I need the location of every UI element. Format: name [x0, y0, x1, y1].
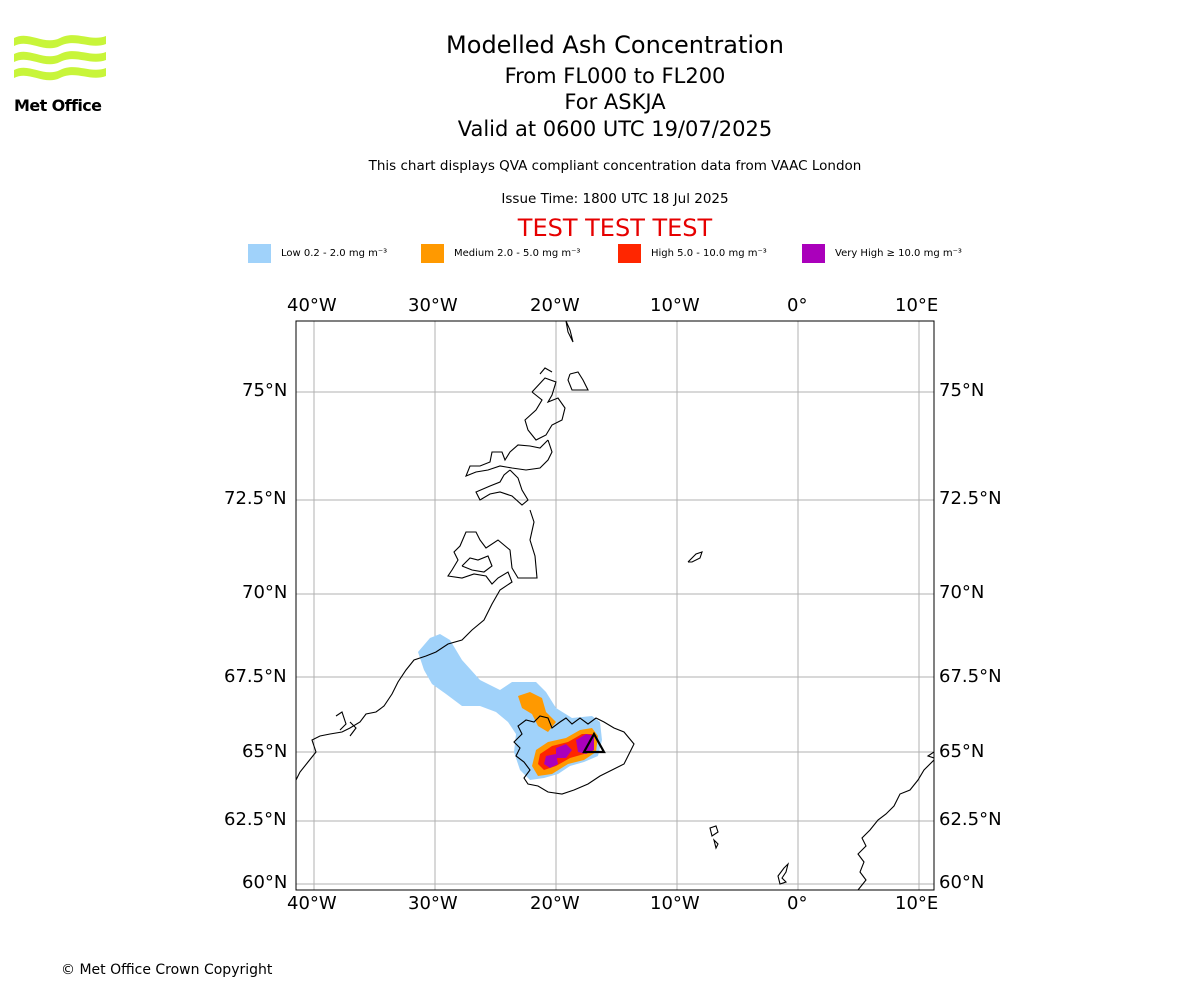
volcano-marker-triangle-icon [582, 731, 606, 754]
lat-label-right-70n: 70°N [939, 582, 985, 603]
lon-label-bottom-30w: 30°W [408, 893, 458, 914]
lat-label-left-70n: 70°N [242, 582, 288, 603]
legend-high-label: High 5.0 - 10.0 mg m⁻³ [651, 248, 767, 259]
legend-medium-swatch [421, 244, 444, 263]
lat-label-left-75n: 75°N [242, 380, 288, 401]
lon-label-bottom-40w: 40°W [287, 893, 337, 914]
lat-label-left-62-5n: 62.5°N [224, 809, 287, 830]
issue-time: Issue Time: 1800 UTC 18 Jul 2025 [501, 191, 729, 207]
lon-label-top-0: 0° [787, 295, 808, 316]
lon-label-top-30w: 30°W [408, 295, 458, 316]
legend-medium-label: Medium 2.0 - 5.0 mg m⁻³ [454, 248, 581, 259]
legend-very-high-label: Very High ≥ 10.0 mg m⁻³ [835, 248, 962, 259]
lat-label-right-67-5n: 67.5°N [939, 666, 1002, 687]
legend-low-label: Low 0.2 - 2.0 mg m⁻³ [281, 248, 388, 259]
met-office-wave-logo-icon [14, 35, 106, 81]
lat-label-right-65n: 65°N [939, 741, 985, 762]
shetland [777, 862, 790, 885]
greenland-east-coast [296, 321, 574, 781]
map-gridlines [296, 321, 934, 890]
legend-medium: Medium 2.0 - 5.0 mg m⁻³ [421, 244, 580, 263]
map-frame [295, 320, 935, 891]
met-office-logo: Met Office [14, 30, 109, 115]
faroe-islands [709, 825, 719, 850]
coastlines [296, 321, 934, 890]
ash-very-high-area [576, 734, 594, 754]
ash-very-high-area-2 [556, 744, 572, 758]
lon-label-top-20w: 20°W [530, 295, 580, 316]
jan-mayen [687, 551, 703, 563]
volcano-name: For ASKJA [564, 90, 666, 114]
lon-label-bottom-0: 0° [787, 893, 808, 914]
lon-label-bottom-10w: 10°W [650, 893, 700, 914]
legend-low: Low 0.2 - 2.0 mg m⁻³ [248, 244, 387, 263]
qva-note: This chart displays QVA compliant concen… [368, 158, 862, 174]
chart-title: Modelled Ash Concentration [446, 31, 784, 59]
test-banner: TEST TEST TEST [517, 214, 713, 242]
copyright-notice: © Met Office Crown Copyright [61, 962, 273, 978]
lat-label-right-60n: 60°N [939, 872, 985, 893]
iceland [513, 715, 635, 795]
legend-high: High 5.0 - 10.0 mg m⁻³ [618, 244, 767, 263]
legend-very-high: Very High ≥ 10.0 mg m⁻³ [802, 244, 962, 263]
lon-label-bottom-20w: 20°W [530, 893, 580, 914]
lat-label-right-62-5n: 62.5°N [939, 809, 1002, 830]
lat-label-right-75n: 75°N [939, 380, 985, 401]
ash-medium-area [518, 692, 556, 732]
legend-very-high-swatch [802, 244, 825, 263]
lat-label-left-65n: 65°N [242, 741, 288, 762]
lat-label-left-60n: 60°N [242, 872, 288, 893]
ash-very-high-area-3 [544, 754, 558, 768]
norway-coast [857, 751, 934, 890]
lon-label-bottom-10e: 10°E [895, 893, 939, 914]
greenland-inlets [335, 367, 589, 737]
legend-low-swatch [248, 244, 271, 263]
lon-label-top-40w: 40°W [287, 295, 337, 316]
lat-label-right-72-5n: 72.5°N [939, 488, 1002, 509]
lon-label-top-10e: 10°E [895, 295, 939, 316]
lat-label-left-67-5n: 67.5°N [224, 666, 287, 687]
legend-high-swatch [618, 244, 641, 263]
logo-text: Met Office [14, 96, 102, 115]
valid-time: Valid at 0600 UTC 19/07/2025 [457, 117, 773, 141]
lat-label-left-72-5n: 72.5°N [224, 488, 287, 509]
lon-label-top-10w: 10°W [650, 295, 700, 316]
flight-level-range: From FL000 to FL200 [504, 64, 726, 88]
